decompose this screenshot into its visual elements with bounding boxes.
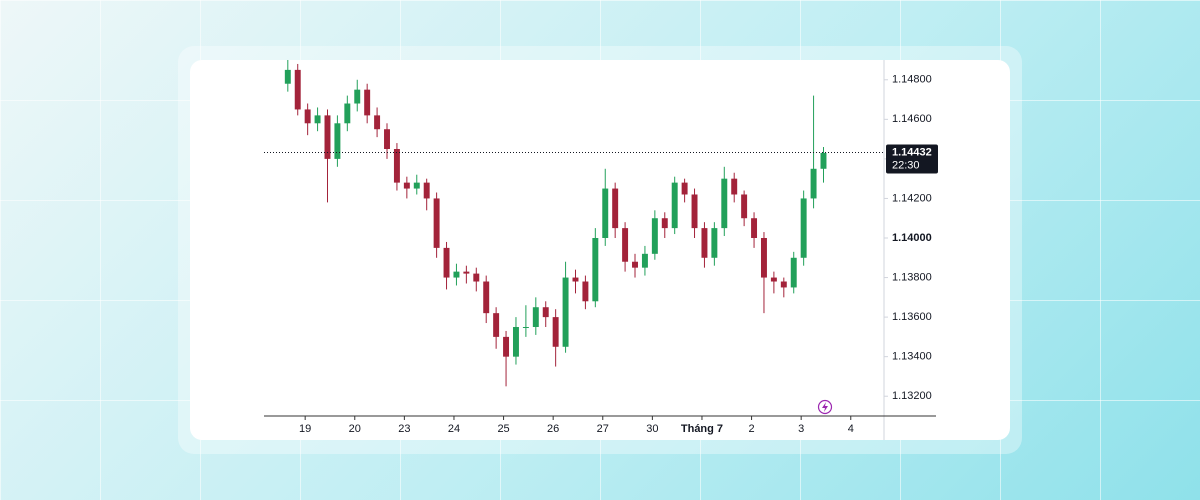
candle-body [770, 277, 777, 282]
candle-body [374, 115, 381, 130]
x-tick-label: 23 [398, 423, 410, 435]
lightning-icon[interactable] [817, 399, 833, 415]
candle-body [334, 123, 341, 159]
candle-body [483, 281, 490, 314]
candle-body [453, 271, 460, 278]
y-tick-label: 1.13400 [892, 351, 932, 363]
candle-body [493, 313, 500, 337]
candle-body [542, 307, 549, 318]
x-tick-label: Tháng 7 [681, 423, 723, 435]
candle-body [304, 109, 311, 124]
candle-body [552, 317, 559, 347]
x-tick-label: 2 [749, 423, 755, 435]
last-price-box [886, 144, 938, 174]
candle-body [820, 152, 827, 169]
candle-body [403, 182, 410, 189]
candle-body [800, 198, 807, 258]
y-tick-label: 1.14200 [892, 192, 932, 204]
candle-body [354, 89, 361, 104]
candle-body [324, 115, 331, 159]
candle-body [423, 182, 430, 199]
candle-body [344, 103, 351, 124]
y-tick-label: 1.13800 [892, 271, 932, 283]
candle-body [612, 188, 619, 229]
candle-body [413, 182, 420, 189]
candle-body [443, 247, 450, 278]
candle-body [473, 273, 480, 282]
candle-body [721, 178, 728, 229]
candle-body [393, 149, 400, 183]
candle-body [641, 253, 648, 268]
y-tick-label: 1.14800 [892, 74, 932, 86]
x-tick-label: 26 [547, 423, 559, 435]
candle-body [810, 168, 817, 199]
candle-body [711, 228, 718, 258]
candle-body [532, 307, 539, 327]
candle-body [780, 281, 787, 288]
x-tick-label: 24 [448, 423, 460, 435]
x-tick-label: 4 [848, 423, 854, 435]
candle-body [284, 69, 291, 84]
candle-body [661, 218, 668, 229]
countdown-label: 22:30 [892, 159, 920, 171]
y-tick-label: 1.13200 [892, 390, 932, 402]
candle-body [651, 218, 658, 254]
x-tick-label: 19 [299, 423, 311, 435]
candle-body [731, 178, 738, 195]
candle-body [522, 327, 529, 328]
last-price-label: 1.14432 [892, 146, 932, 158]
candle-body [294, 69, 301, 110]
candle-body [751, 218, 758, 238]
candle-body [790, 257, 797, 288]
y-tick-label: 1.14000 [892, 232, 932, 244]
candle-body [592, 238, 599, 302]
x-tick-label: 20 [349, 423, 361, 435]
candle-body [582, 281, 589, 302]
candle-body [741, 194, 748, 219]
candle-body [433, 198, 440, 248]
candle-body [671, 182, 678, 229]
candle-body [562, 277, 569, 347]
candle-body [602, 188, 609, 238]
candle-body [572, 277, 579, 282]
candle-body [463, 271, 470, 274]
candle-body [364, 89, 371, 116]
candle-body [622, 228, 629, 262]
candle-body [760, 238, 767, 278]
y-tick-label: 1.14600 [892, 113, 932, 125]
candle-body [691, 194, 698, 229]
candle-body [314, 115, 321, 124]
candle-body [701, 228, 708, 258]
candle-body [632, 261, 638, 268]
candle-body [512, 327, 519, 357]
candle-body [681, 182, 688, 195]
x-tick-label: 25 [497, 423, 509, 435]
x-tick-label: 27 [597, 423, 609, 435]
candle-body [384, 129, 390, 149]
y-tick-label: 1.13600 [892, 311, 932, 323]
x-tick-label: 3 [798, 423, 804, 435]
x-tick-label: 30 [646, 423, 658, 435]
candle-body [503, 336, 510, 357]
